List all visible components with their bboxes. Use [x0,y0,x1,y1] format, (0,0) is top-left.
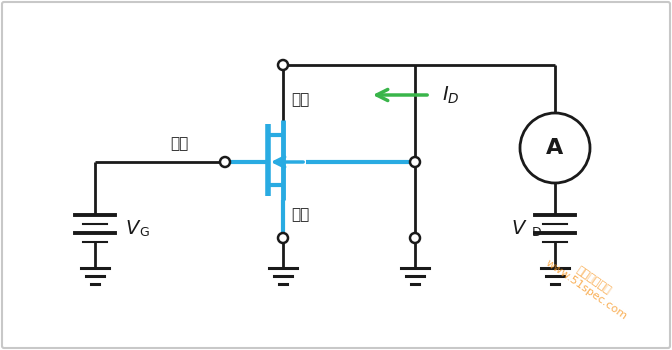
Circle shape [220,157,230,167]
Circle shape [410,233,420,243]
Text: V: V [511,218,525,238]
Text: 环球电气之家
www.51spec.com: 环球电气之家 www.51spec.com [544,248,636,322]
Text: V: V [125,218,138,238]
Text: 漏极: 漏极 [291,92,309,107]
Text: 源极: 源极 [291,208,309,223]
Text: 栊极: 栊极 [170,136,188,152]
Text: G: G [139,225,149,238]
Text: D: D [532,225,541,238]
Text: A: A [546,138,564,158]
Circle shape [520,113,590,183]
Circle shape [278,60,288,70]
Text: $I_D$: $I_D$ [442,84,460,106]
Circle shape [410,157,420,167]
Circle shape [278,233,288,243]
